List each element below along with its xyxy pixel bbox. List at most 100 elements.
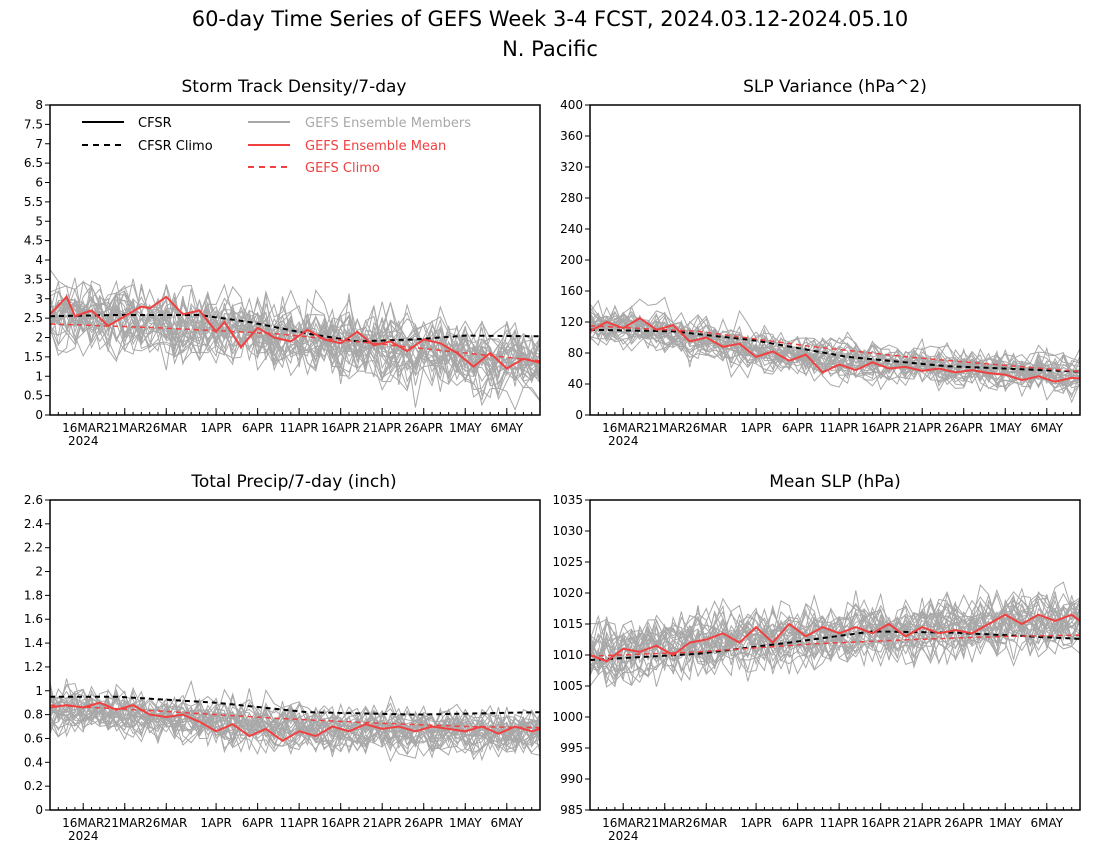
y-tick-label: 6.5 — [24, 156, 43, 170]
y-tick-label: 7.5 — [24, 117, 43, 131]
panel-storm-track: Storm Track Density/7-day 0 0.5 1 1.5 2 2.5 3 3… — [24, 77, 541, 448]
legend-label-cfsr-climo: CFSR Climo — [138, 139, 213, 154]
panel-title: Total Precip/7-day (inch) — [190, 472, 396, 492]
x-year-label: 2024 — [608, 829, 639, 843]
x-tick-label: 6MAY — [490, 421, 523, 435]
y-tick-label: 240 — [560, 222, 583, 236]
member-line — [590, 314, 1080, 383]
x-tick-label: 1APR — [200, 816, 231, 830]
y-tick-label: 7 — [35, 137, 43, 151]
y-tick-label: 160 — [560, 284, 583, 298]
member-line — [50, 697, 540, 748]
x-tick-label: 16MAR — [62, 816, 104, 830]
x-tick-label: 26APR — [404, 816, 443, 830]
y-tick-label: 400 — [560, 98, 583, 112]
member-line — [50, 295, 540, 385]
y-tick-label: 1.8 — [24, 588, 43, 602]
y-tick-label: 120 — [560, 315, 583, 329]
x-tick-label: 1APR — [740, 816, 771, 830]
x-year-label: 2024 — [68, 829, 99, 843]
x-tick-label: 6MAY — [490, 816, 523, 830]
member-line — [50, 690, 540, 752]
y-tick-label: 990 — [560, 772, 583, 786]
ensemble-members — [590, 296, 1080, 404]
x-tick-label: 21MAR — [644, 421, 686, 435]
plot-area: 985 990 995 1000 1005 1010 1015 1020 1025 1030 103… — [552, 493, 1081, 843]
member-line — [590, 296, 1080, 383]
member-line — [590, 590, 1080, 665]
y-tick-label: 80 — [568, 346, 583, 360]
y-tick-label: 0.8 — [24, 708, 43, 722]
member-line — [590, 592, 1080, 671]
x-tick-label: 21APR — [903, 421, 942, 435]
x-tick-label: 16MAR — [602, 421, 644, 435]
cfsr-climo-line — [590, 328, 1080, 373]
y-tick-label: 2 — [35, 565, 43, 579]
ens-mean-line — [50, 701, 540, 742]
x-tick-label: 6APR — [242, 421, 273, 435]
plot-frame — [49, 499, 541, 811]
legend-label-gefs-climo: GEFS Climo — [305, 161, 380, 176]
ens-mean-line — [590, 316, 1080, 383]
x-tick-label: 16MAR — [62, 421, 104, 435]
panel-title: SLP Variance (hPa^2) — [743, 77, 927, 97]
ens-mean-line — [590, 613, 1080, 663]
x-tick-label: 26MAR — [145, 421, 187, 435]
y-tick-label: 985 — [560, 803, 583, 817]
y-tick-label: 1020 — [552, 586, 583, 600]
plot-area: 0 0.2 0.4 0.6 0.8 1 1.2 1.4 1.6 1.8 2 2.2 2.4 2.6 16MA… — [24, 493, 541, 843]
y-tick-label: 8 — [35, 98, 43, 112]
x-tick-label: 26APR — [404, 421, 443, 435]
x-tick-label: 6APR — [782, 816, 813, 830]
panel-mean-slp: Mean SLP (hPa) 985 990 995 1000 1005 1010 1015… — [552, 472, 1081, 843]
y-tick-label: 200 — [560, 253, 583, 267]
y-tick-label: 995 — [560, 741, 583, 755]
x-tick-label: 16APR — [861, 816, 900, 830]
member-line — [50, 297, 540, 402]
y-tick-label: 0 — [35, 408, 43, 422]
member-line — [50, 686, 540, 746]
y-tick-label: 1.6 — [24, 612, 43, 626]
x-tick-label: 26APR — [944, 421, 983, 435]
y-tick-label: 0.4 — [24, 755, 43, 769]
panel-title: Mean SLP (hPa) — [769, 472, 901, 492]
ensemble-members — [50, 678, 540, 763]
member-line — [590, 327, 1080, 401]
member-line — [50, 708, 540, 759]
x-tick-label: 26MAR — [145, 816, 187, 830]
y-tick-label: 3 — [35, 292, 43, 306]
member-line — [50, 290, 540, 395]
x-tick-label: 6APR — [242, 816, 273, 830]
y-tick-label: 1035 — [552, 493, 583, 507]
x-year-label: 2024 — [68, 434, 99, 448]
y-tick-label: 5.5 — [24, 195, 43, 209]
y-tick-label: 320 — [560, 160, 583, 174]
panel-slp-variance: SLP Variance (hPa^2) 0 40 80 120 160 200 240 28… — [560, 77, 1081, 448]
y-tick-label: 1000 — [552, 710, 583, 724]
series-group — [590, 581, 1080, 688]
x-tick-label: 1MAY — [989, 816, 1022, 830]
x-tick-label: 11APR — [280, 816, 319, 830]
y-tick-label: 0.6 — [24, 731, 43, 745]
x-tick-label: 1APR — [740, 421, 771, 435]
panel-title: Storm Track Density/7-day — [182, 77, 407, 97]
x-tick-label: 26MAR — [685, 816, 727, 830]
x-tick-label: 16APR — [861, 421, 900, 435]
x-tick-label: 21APR — [363, 421, 402, 435]
y-tick-label: 40 — [568, 377, 583, 391]
y-tick-label: 360 — [560, 129, 583, 143]
legend-label-members: GEFS Ensemble Members — [305, 116, 471, 131]
x-tick-label: 6APR — [782, 421, 813, 435]
cfsr-climo-line — [50, 695, 540, 716]
cfsr-climo-line — [50, 314, 540, 343]
x-tick-label: 26APR — [944, 816, 983, 830]
gefs-climo-line — [590, 634, 1080, 657]
y-tick-label: 0 — [575, 408, 583, 422]
x-tick-label: 11APR — [820, 421, 859, 435]
panel-total-precip: Total Precip/7-day (inch) 0 0.2 0.4 0.6 0.8 1… — [24, 472, 541, 843]
member-line — [50, 279, 540, 362]
x-tick-label: 21MAR — [104, 421, 146, 435]
x-tick-label: 1MAY — [989, 421, 1022, 435]
figure-subtitle: N. Pacific — [502, 37, 598, 61]
